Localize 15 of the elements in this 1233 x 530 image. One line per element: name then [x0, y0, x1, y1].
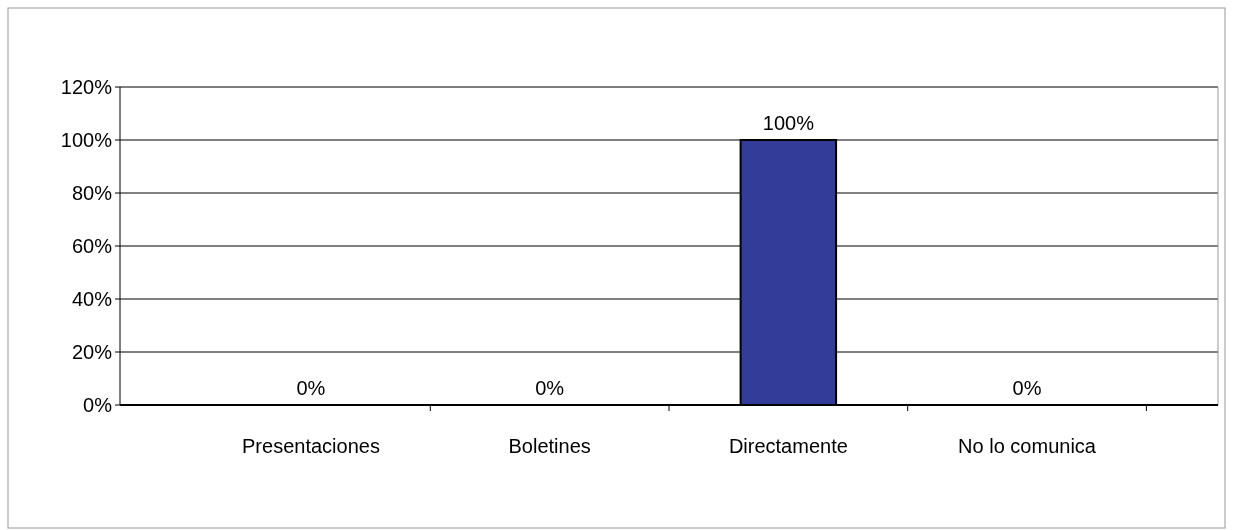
x-tick-label: Presentaciones [242, 435, 380, 457]
data-label: 0% [296, 377, 326, 399]
y-tick-label: 80% [71, 182, 113, 204]
x-tick-label: Boletines [508, 435, 591, 457]
x-tick-label: Directamente [728, 435, 848, 457]
data-label: 100% [762, 112, 815, 134]
y-tick-label: 0% [83, 394, 113, 416]
y-tick-label: 20% [71, 341, 113, 363]
y-tick-label: 40% [71, 288, 113, 310]
y-tick-label: 120% [60, 76, 113, 98]
x-tick-label: No lo comunica [958, 435, 1097, 457]
data-label: 0% [1012, 377, 1042, 399]
y-tick-label: 60% [71, 235, 113, 257]
y-tick-label: 100% [60, 129, 113, 151]
data-label: 0% [535, 377, 565, 399]
